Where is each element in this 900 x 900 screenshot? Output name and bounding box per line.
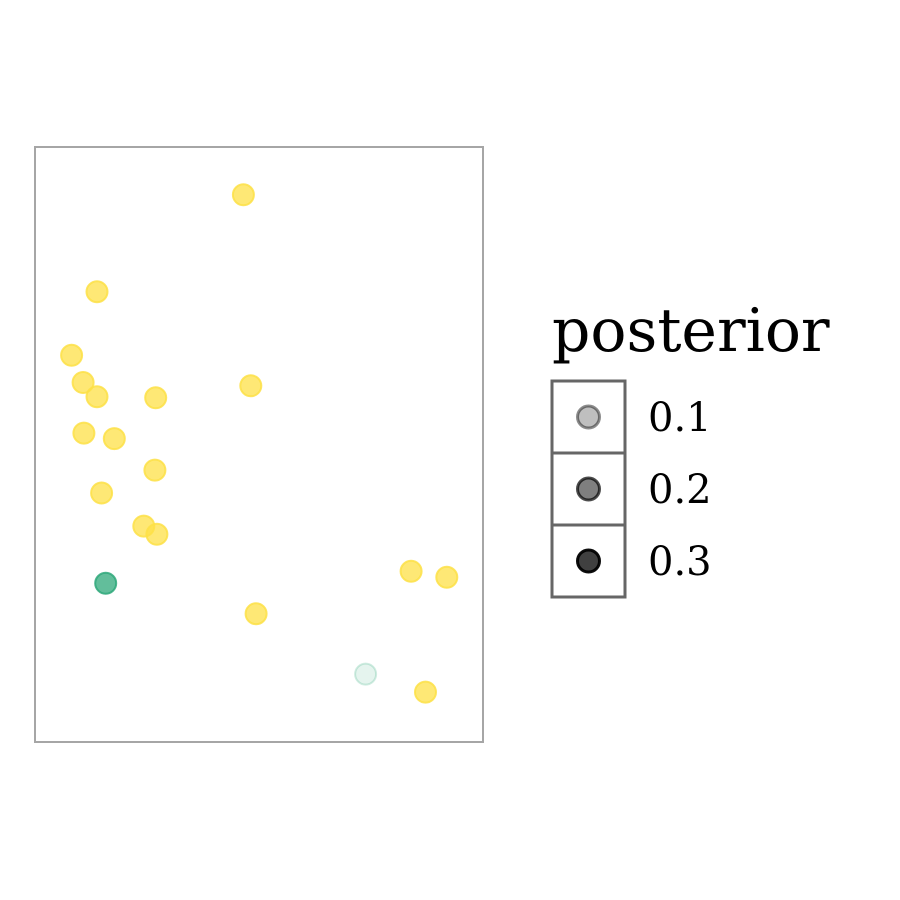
data-point: [102, 427, 126, 451]
legend-key-dot: [576, 548, 601, 574]
data-point: [231, 183, 255, 207]
data-point: [85, 280, 109, 304]
plot-panel: [34, 146, 484, 743]
data-point: [399, 559, 423, 583]
data-point: [414, 680, 437, 704]
legend: posterior 0.1 0.2 0.3: [550, 296, 830, 599]
points-layer: [60, 183, 459, 704]
legend-entry: 0.2: [550, 451, 712, 527]
legend-title: posterior: [552, 296, 830, 366]
data-point: [90, 481, 114, 505]
legend-key-dot: [576, 476, 601, 502]
data-point: [239, 374, 263, 398]
legend-label: 0.3: [648, 539, 712, 585]
legend-label: 0.1: [648, 395, 712, 441]
data-point: [85, 385, 109, 409]
legend-entry: 0.3: [550, 523, 712, 599]
data-point: [72, 421, 96, 445]
data-point: [435, 565, 459, 589]
data-point: [143, 458, 167, 482]
legend-entries: 0.1 0.2 0.3: [550, 379, 712, 599]
legend-entry: 0.1: [550, 379, 712, 455]
data-point: [354, 662, 378, 686]
data-point: [244, 602, 268, 626]
data-point: [71, 371, 95, 394]
data-point: [60, 343, 84, 367]
data-point: [144, 386, 168, 410]
data-point: [94, 571, 118, 595]
legend-key-dot: [576, 404, 601, 430]
legend-label: 0.2: [648, 467, 712, 513]
data-point: [145, 522, 169, 546]
